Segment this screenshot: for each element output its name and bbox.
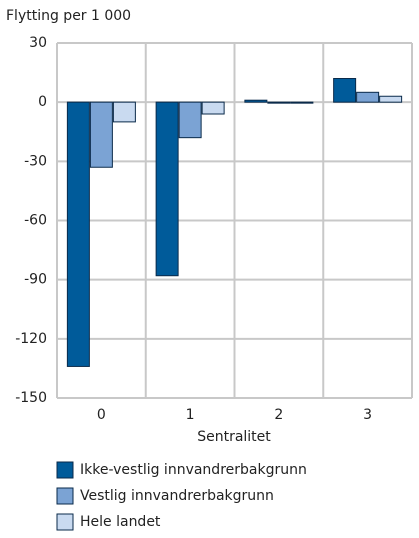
y-tick-label: -30	[24, 153, 47, 169]
y-tick-label: 0	[38, 94, 47, 110]
y-axis-label: Flytting per 1 000	[6, 8, 131, 24]
legend-swatch	[56, 461, 74, 479]
y-tick-label: 30	[29, 35, 47, 51]
y-tick-label: -60	[24, 213, 47, 229]
bar	[244, 99, 268, 103]
x-axis-label: Sentralitet	[197, 429, 271, 445]
legend-swatch	[56, 513, 74, 531]
bar	[267, 101, 291, 104]
legend-label: Ikke-vestlig innvandrerbakgrunn	[80, 462, 307, 478]
bar	[66, 101, 90, 367]
y-tick-label: -90	[24, 272, 47, 288]
bar	[356, 91, 380, 103]
x-tick-label: 1	[186, 407, 195, 423]
bar	[201, 101, 225, 115]
bar	[333, 78, 357, 103]
y-tick-label: -150	[15, 390, 47, 406]
legend-label: Vestlig innvandrerbakgrunn	[80, 488, 274, 504]
x-tick-label: 3	[363, 407, 372, 423]
bar	[112, 101, 136, 123]
bar	[89, 101, 113, 168]
bar	[178, 101, 202, 139]
bar	[379, 95, 403, 103]
y-tick-label: -120	[15, 331, 47, 347]
bar	[155, 101, 179, 277]
x-tick-label: 0	[97, 407, 106, 423]
x-tick-label: 2	[274, 407, 283, 423]
bar	[290, 101, 314, 104]
legend-label: Hele landet	[80, 514, 161, 530]
legend-swatch	[56, 487, 74, 505]
